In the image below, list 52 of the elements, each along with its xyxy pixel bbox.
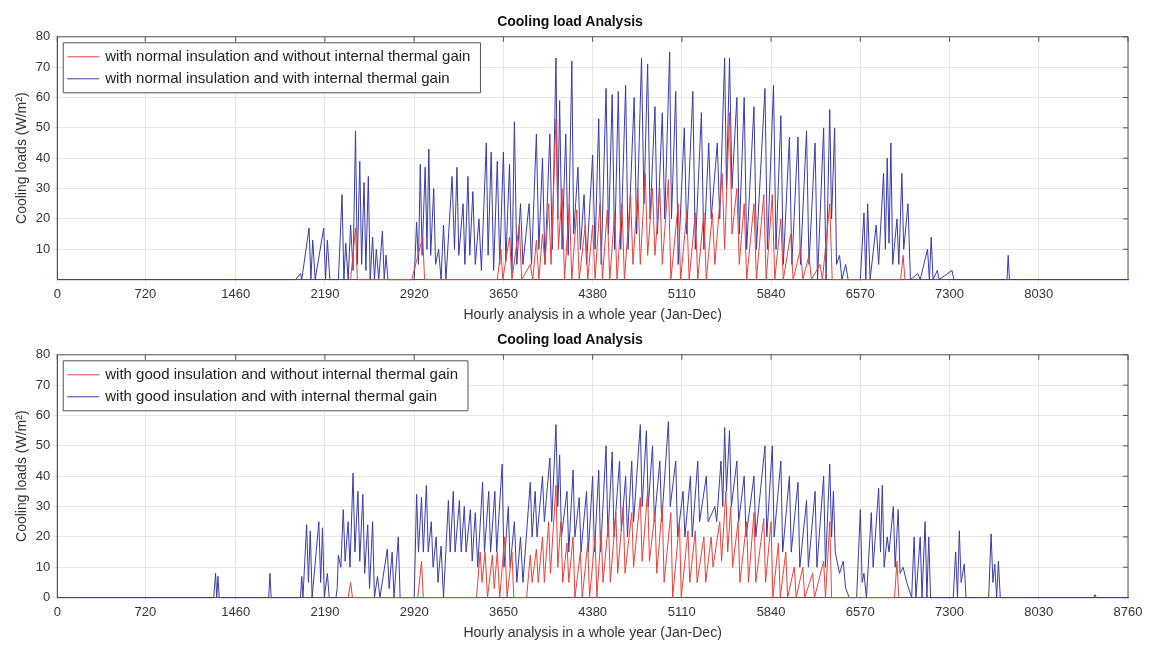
x-tick-label: 2920 [399, 285, 429, 301]
x-tick-label: 0 [53, 285, 61, 301]
x-tick-label: 1460 [221, 603, 251, 619]
y-tick-label: 60 [35, 89, 51, 105]
x-tick-label: 5110 [667, 603, 696, 619]
x-tick-label: 5840 [756, 603, 786, 619]
x-tick-label: 3650 [488, 603, 518, 619]
x-tick-label: 720 [134, 285, 157, 301]
x-tick-label: 3650 [488, 285, 518, 301]
x-tick-label: 7300 [935, 603, 964, 619]
y-tick-label: 30 [35, 498, 51, 514]
chart-title: Cooling load Analysis [497, 13, 644, 30]
y-axis-title: Cooling loads (W/m²) [13, 92, 30, 224]
y-tick-label: 20 [35, 528, 51, 544]
y-tick-label: 60 [35, 407, 51, 423]
x-tick-label: 5840 [756, 285, 786, 301]
y-tick-label: 50 [35, 119, 51, 135]
y-tick-label: 10 [35, 558, 51, 574]
y-tick-label: 40 [35, 149, 51, 165]
x-tick-label: 4380 [578, 285, 608, 301]
x-tick-label: 8030 [1024, 603, 1054, 619]
x-axis-title: Hourly analysis in a whole year (Jan-Dec) [463, 306, 722, 323]
x-axis-title: Hourly analysis in a whole year (Jan-Dec) [463, 624, 722, 641]
x-tick-label: 7300 [935, 285, 964, 301]
y-axis-title: Cooling loads (W/m²) [13, 410, 30, 542]
legend-label: with normal insulation and without internal thermal gain [104, 46, 471, 64]
x-tick-label: 6570 [845, 603, 875, 619]
y-tick-label: 80 [35, 28, 51, 44]
y-tick-label: 70 [35, 58, 51, 74]
legend-label: with good insulation and without internal thermal gain [104, 364, 458, 382]
x-tick-label: 2190 [310, 285, 340, 301]
y-tick-label: 70 [35, 376, 51, 392]
x-tick-label: 6570 [845, 285, 875, 301]
x-tick-label: 2190 [310, 603, 340, 619]
x-tick-label: 1460 [221, 285, 251, 301]
y-tick-label: 80 [35, 346, 51, 362]
x-tick-label: 2920 [399, 603, 429, 619]
y-tick-label: 20 [35, 210, 51, 226]
x-tick-label: 8030 [1024, 285, 1054, 301]
x-tick-label: 0 [53, 603, 61, 619]
x-tick-label: 720 [134, 603, 157, 619]
y-tick-label: 0 [43, 589, 51, 605]
y-tick-label: 50 [35, 437, 51, 453]
chart-title: Cooling load Analysis [497, 331, 644, 348]
x-tick-label: 4380 [578, 603, 608, 619]
x-tick-label: 5110 [667, 285, 696, 301]
x-tick-label: 8760 [1113, 603, 1143, 619]
legend-label: with good insulation and with internal thermal gain [104, 386, 438, 404]
y-tick-label: 30 [35, 180, 51, 196]
y-tick-label: 40 [35, 467, 51, 483]
legend-label: with normal insulation and with internal thermal gain [104, 68, 450, 86]
y-tick-label: 10 [35, 240, 51, 256]
